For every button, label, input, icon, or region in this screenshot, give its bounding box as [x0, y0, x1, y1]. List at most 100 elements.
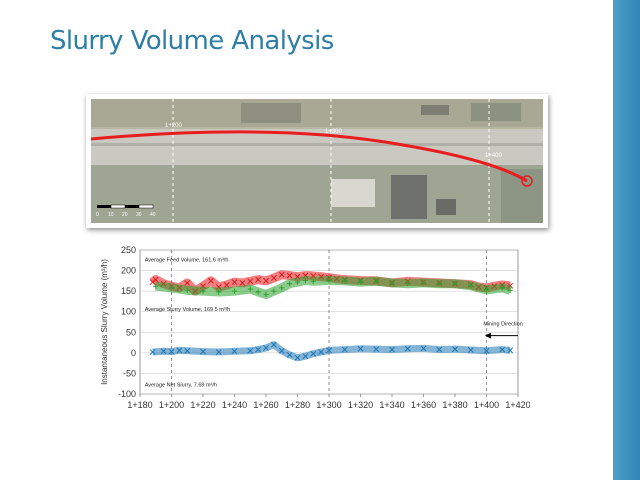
- south-building-3: [436, 199, 456, 215]
- point-stroke: [152, 276, 159, 283]
- point-stroke: [341, 346, 348, 353]
- x-tick-label: 1+360: [411, 400, 436, 410]
- x-tick-label: 1+200: [159, 400, 184, 410]
- data-point: [160, 348, 167, 355]
- point-stroke: [483, 347, 490, 354]
- station-label-1200: 1+200: [165, 123, 183, 129]
- data-point: [373, 278, 379, 284]
- south-building-2: [391, 175, 427, 219]
- data-point: [507, 287, 513, 293]
- data-point: [184, 347, 191, 354]
- data-point: [420, 280, 427, 286]
- chart-annotation: Average Slurry Volume, 169.5 m³/h: [145, 307, 231, 313]
- data-point: [357, 345, 364, 352]
- point-stroke: [255, 276, 262, 283]
- slurry-volume-chart: 250 200 150 100 50 0 -50 -100 1+180 1+200 1+220 1+2…: [98, 238, 531, 423]
- point-stroke: [270, 341, 277, 348]
- y-tick-label: 100: [121, 307, 136, 317]
- point-stroke: [294, 354, 301, 361]
- data-point: [247, 347, 254, 354]
- data-point: [239, 279, 246, 286]
- north-parcel: [241, 103, 301, 123]
- data-point: [286, 272, 293, 279]
- data-point: [231, 348, 238, 355]
- point-stroke: [231, 279, 238, 286]
- data-point: [278, 271, 285, 278]
- chart-annotation: Average Feed Volume, 161.6 m³/h: [145, 258, 229, 264]
- slide-title: Slurry Volume Analysis: [50, 26, 334, 56]
- x-tick-label: 1+180: [127, 400, 152, 410]
- south-field: [91, 165, 543, 223]
- point-stroke: [286, 351, 293, 358]
- point-stroke: [207, 277, 214, 284]
- data-point: [468, 283, 474, 289]
- data-point: [270, 341, 277, 348]
- data-point: [271, 288, 277, 294]
- slide-side-bar: [613, 0, 640, 480]
- data-point: [255, 276, 262, 283]
- point-stroke: [168, 348, 175, 355]
- data-point: [302, 353, 309, 360]
- point-stroke: [215, 349, 222, 355]
- y-tick-label: 200: [121, 266, 136, 276]
- data-point: [389, 280, 395, 286]
- data-point: [200, 348, 206, 355]
- point-stroke: [326, 347, 332, 354]
- data-point: [207, 277, 214, 284]
- point-stroke: [270, 275, 277, 281]
- point-stroke: [310, 350, 317, 357]
- x-tick-label: 1+220: [190, 400, 215, 410]
- point-stroke: [176, 347, 183, 354]
- y-tick-label: -100: [118, 389, 136, 399]
- data-point: [200, 288, 206, 294]
- data-point: [278, 347, 285, 354]
- point-stroke: [223, 282, 230, 288]
- x-tick-label: 1+380: [442, 400, 467, 410]
- circle-target-icon: [521, 175, 533, 187]
- point-stroke: [278, 347, 285, 354]
- data-point: [279, 285, 285, 291]
- data-point: [310, 278, 316, 284]
- point-stroke: [452, 346, 458, 353]
- scale-bar-segment-2: [110, 204, 126, 209]
- data-point: [452, 281, 458, 287]
- point-stroke: [184, 347, 191, 354]
- scale-tick-40: 40: [150, 212, 156, 218]
- chart-annotation: Average Net Slurry, 7.69 m³/h: [145, 383, 217, 389]
- point-stroke: [499, 346, 506, 353]
- x-tick-label: 1+400: [474, 400, 499, 410]
- data-point: [255, 346, 262, 353]
- point-stroke: [318, 349, 325, 355]
- data-point: [373, 346, 380, 353]
- point-stroke: [247, 278, 254, 285]
- chart-annotations: Average Feed Volume, 161.6 m³/h Average S…: [145, 258, 523, 389]
- y-tick-label: 250: [121, 245, 136, 255]
- x-tick-label: 1+340: [379, 400, 404, 410]
- data-point: [483, 287, 490, 293]
- data-point: [326, 277, 332, 284]
- data-point: [263, 291, 269, 298]
- scale-tick-30: 30: [136, 212, 142, 218]
- data-point: [483, 347, 490, 354]
- point-stroke: [231, 348, 238, 355]
- x-tick-label: 1+320: [348, 400, 373, 410]
- data-point: [404, 345, 411, 352]
- x-tick-label: 1+420: [505, 400, 530, 410]
- data-point: [223, 282, 230, 288]
- data-point: [168, 348, 175, 355]
- data-point: [247, 286, 253, 292]
- point-stroke: [160, 348, 167, 355]
- point-stroke: [373, 346, 380, 353]
- highway-median: [91, 143, 543, 146]
- aerial-photo: 1+200 1+300 1+400 0 10 20 30 40: [86, 94, 548, 228]
- data-point: [452, 346, 458, 353]
- point-stroke: [302, 353, 309, 360]
- data-point: [263, 277, 269, 284]
- x-tick-label: 1+260: [253, 400, 278, 410]
- data-point: [176, 347, 183, 354]
- x-tick-label: 1+240: [222, 400, 247, 410]
- point-stroke: [507, 347, 514, 354]
- data-point: [499, 285, 505, 291]
- data-point: [149, 349, 156, 355]
